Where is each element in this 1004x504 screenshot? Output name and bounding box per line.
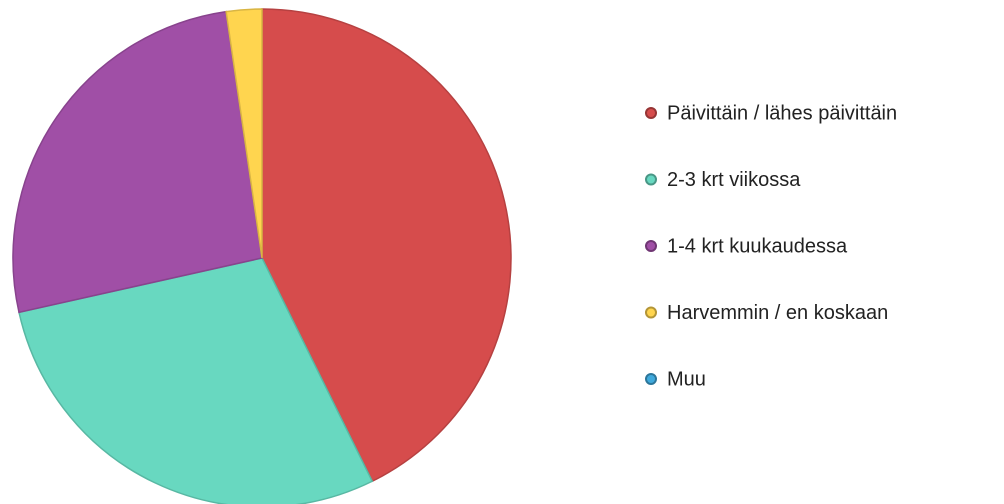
legend-label: Päivittäin / lähes päivittäin [667, 102, 897, 124]
pie-slice [12, 10, 263, 314]
legend-label: 2-3 krt viikossa [667, 169, 801, 191]
legend-marker [645, 306, 657, 319]
pie-slice [225, 8, 263, 259]
legend-label: 1-4 krt kuukaudessa [667, 235, 848, 257]
legend-marker [645, 173, 657, 186]
legend-marker [645, 107, 657, 119]
pie-slice [18, 257, 374, 504]
pie-slice [261, 8, 512, 483]
legend-marker [645, 240, 657, 252]
legend-label: Harvemmin / en koskaan [667, 302, 888, 324]
legend-label: Muu [667, 368, 706, 390]
legend-marker [645, 373, 657, 385]
